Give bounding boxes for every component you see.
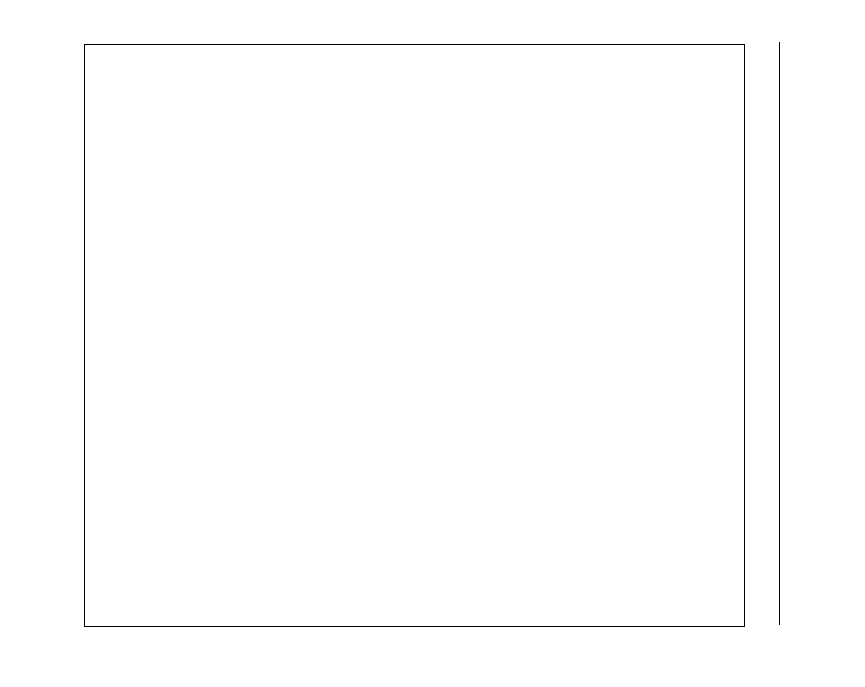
colorbar — [758, 42, 779, 625]
colorbar-axis-line — [779, 42, 780, 625]
colorbar-canvas — [758, 42, 779, 625]
heatmap-field — [135, 350, 694, 544]
heatmap-canvas — [135, 350, 694, 544]
